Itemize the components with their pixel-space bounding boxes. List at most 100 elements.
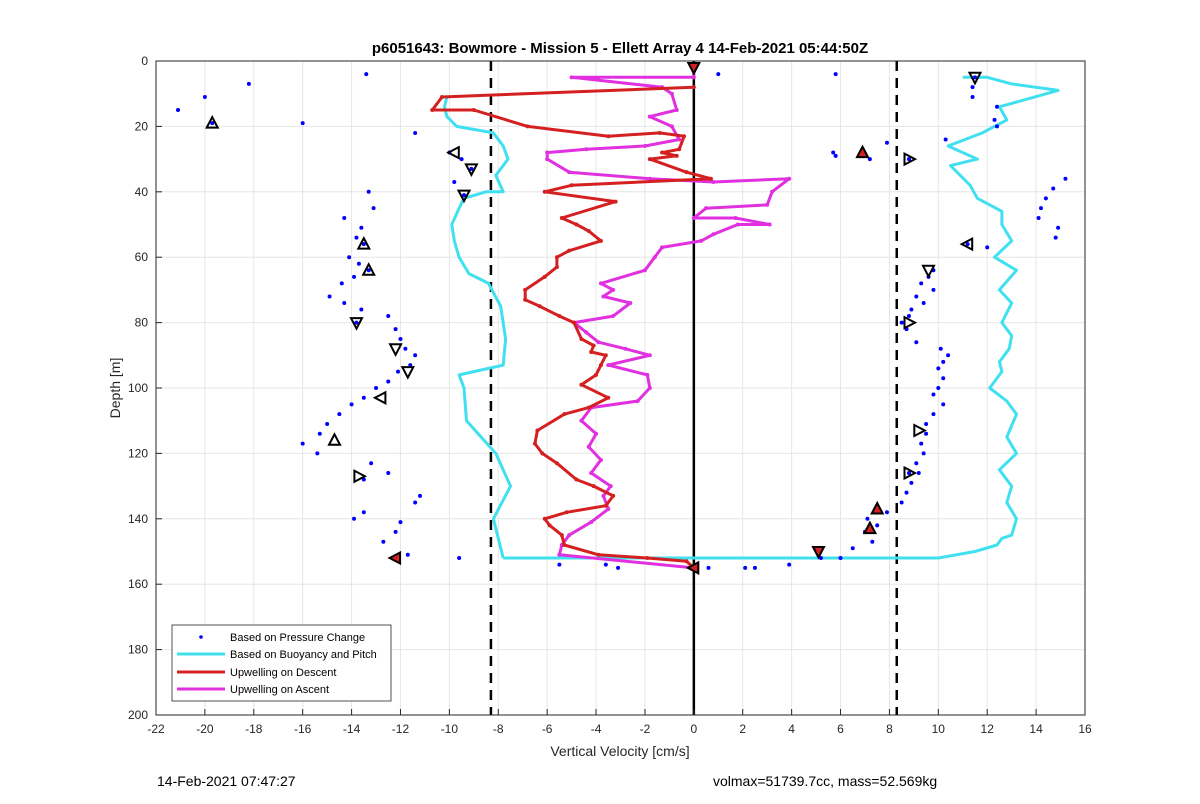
series-ascent-line-point [594, 431, 599, 436]
pressure-point [393, 529, 398, 534]
pressure-point [366, 268, 371, 273]
series-ascent-line-point [589, 471, 594, 476]
y-tick-label: 20 [135, 119, 149, 133]
pressure-point [936, 386, 941, 390]
pressure-point [938, 346, 943, 351]
legend-label-descent: Upwelling on Descent [230, 667, 336, 679]
marker-tri-up [205, 114, 220, 129]
pressure-point [904, 490, 909, 495]
pressure-point [943, 137, 948, 142]
series-descent-line-point [674, 153, 679, 158]
pressure-point [469, 166, 474, 171]
series-descent-line-point [708, 176, 713, 181]
x-tick-label: 16 [1078, 722, 1092, 736]
pressure-point [906, 157, 911, 162]
series-layer [176, 65, 1068, 570]
pressure-point [914, 294, 919, 299]
series-ascent-line-point [601, 493, 606, 498]
series-ascent-line-point [645, 372, 650, 377]
pressure-point [1056, 225, 1061, 230]
series-ascent-line-point [735, 222, 740, 227]
pressure-point [210, 121, 215, 126]
series-descent-line-point [596, 552, 601, 557]
marker-tri-up [361, 262, 376, 276]
series-descent-line-point [586, 405, 591, 410]
series-descent-line-point [598, 238, 603, 243]
series-descent-line-point [606, 395, 611, 400]
series-descent-line-point [574, 477, 579, 482]
series-ascent-line-point [691, 75, 696, 80]
pressure-point [457, 556, 462, 561]
series-descent-line-point [559, 215, 564, 220]
series-ascent-line-point [733, 215, 738, 220]
pressure-point [914, 340, 919, 345]
series-descent-line-point [684, 559, 689, 564]
pressure-point [347, 255, 352, 260]
pressure-point [924, 431, 929, 436]
x-tick-label: 8 [886, 722, 893, 736]
series-ascent-line-point [601, 294, 606, 299]
x-tick-label: -10 [441, 722, 459, 736]
marker-tri-down [464, 163, 479, 178]
y-tick-label: 40 [135, 185, 149, 199]
marker-tri-down [456, 189, 472, 204]
pressure-point [914, 461, 919, 466]
pressure-point [906, 471, 911, 476]
series-descent-line-point [645, 556, 650, 561]
series-ascent-line-point [674, 108, 679, 113]
pressure-point [361, 242, 366, 247]
legend-entry-buoyancy: Based on Buoyancy and Pitch [177, 649, 377, 661]
y-tick-label: 160 [128, 577, 148, 591]
series-descent-line-point [557, 314, 562, 319]
marker-tri-up [870, 500, 885, 515]
y-tick-label: 180 [128, 643, 148, 657]
pressure-point [818, 556, 823, 561]
y-tick-label: 120 [128, 446, 148, 460]
series-ascent-line-point [557, 552, 562, 557]
legend: Based on Pressure Change Based on Buoyan… [171, 624, 392, 702]
pressure-point [965, 242, 970, 247]
pressure-point [924, 421, 929, 426]
legend-swatch-pressure [199, 635, 203, 639]
pressure-point [833, 153, 838, 158]
x-tick-label: 12 [981, 722, 995, 736]
pressure-point [992, 117, 997, 122]
series-ascent-line-point [647, 114, 652, 119]
pressure-point [941, 402, 946, 407]
series-ascent-line-point [608, 484, 613, 489]
pressure-point [970, 94, 975, 99]
pressure-point [921, 300, 926, 305]
pressure-point [381, 539, 386, 544]
series-descent-line-point [430, 108, 435, 113]
pressure-point [787, 562, 792, 567]
legend-label-ascent: Upwelling on Ascent [230, 684, 329, 696]
series-descent-line-point [591, 343, 596, 348]
series-buoyancy-line [443, 96, 512, 559]
series-ascent-line-point [660, 245, 665, 250]
pressure-point [352, 516, 357, 521]
series-descent-line-point [579, 382, 584, 387]
series-ascent-line-point [669, 124, 674, 129]
series-descent-line-point [598, 363, 603, 368]
marker-tri-right [903, 315, 918, 330]
marker-tri-up [356, 235, 371, 250]
pressure-point [300, 121, 305, 126]
pressure-point [931, 287, 936, 292]
pressure-point [342, 215, 347, 220]
marker-layer [205, 62, 983, 576]
series-descent-line-point [657, 130, 662, 135]
y-tick-label: 80 [135, 316, 149, 330]
series-ascent-line-point [606, 363, 611, 368]
series-ascent-line-point [584, 147, 589, 152]
axis-ticks: -22 -20 -18 -16 -14 -12 -10 -8 -6 -4 -2 0 2 4 6 8 10 12 14… [128, 54, 1092, 736]
x-tick-label: -18 [245, 722, 263, 736]
pressure-point [386, 471, 391, 476]
pressure-point [909, 480, 914, 485]
x-tick-label: -4 [591, 722, 602, 736]
x-tick-label: 0 [690, 722, 697, 736]
series-descent-line-point [559, 533, 564, 538]
pressure-point [919, 281, 924, 286]
pressure-point [838, 556, 843, 561]
pressure-point [875, 523, 880, 528]
series-descent-line-point [647, 157, 652, 162]
